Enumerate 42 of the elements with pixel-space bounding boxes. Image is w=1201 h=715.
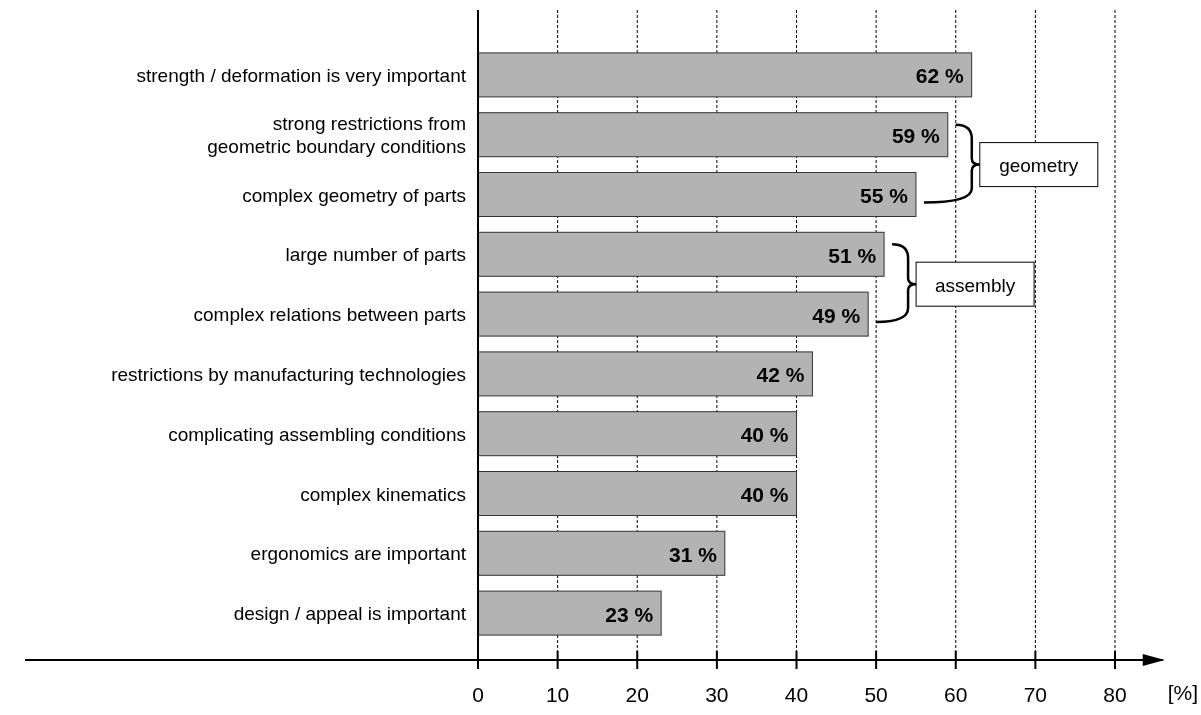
data-label: 62 %	[915, 64, 964, 88]
y-tick-label: strength / deformation is very important	[136, 64, 467, 86]
y-tick-label: complicating assembling conditions	[168, 423, 466, 445]
y-tick-label: complex relations between parts	[193, 303, 466, 325]
bar	[477, 172, 917, 217]
x-axis-title: [%]	[1167, 681, 1199, 704]
annotation: geometry	[999, 155, 1079, 177]
x-tick-label: 30	[705, 683, 729, 706]
data-label: 23 %	[605, 602, 654, 626]
data-label: 51 %	[828, 243, 877, 267]
bar	[477, 590, 662, 636]
data-label: 55 %	[860, 184, 909, 207]
data-label: 31 %	[668, 542, 718, 566]
y-tick-label: strong restrictions from geometric boundary conditions	[207, 112, 466, 157]
y-tick-label: design / appeal is important	[233, 602, 467, 624]
x-tick-label: 50	[864, 683, 888, 706]
bar	[477, 231, 885, 277]
bar	[477, 411, 797, 457]
data-label: 40 %	[740, 423, 789, 447]
data-label: 59 %	[891, 124, 941, 148]
bar	[477, 52, 973, 98]
annotation: assembly	[934, 274, 1016, 296]
y-tick-label: complex geometry of parts	[242, 184, 466, 205]
y-tick-label: restrictions by manufacturing technologies	[111, 363, 466, 385]
x-tick-label: 80	[1103, 683, 1127, 706]
x-tick-label: 60	[944, 683, 968, 706]
bar	[477, 291, 869, 337]
bar	[477, 471, 797, 516]
x-tick-label: 20	[625, 683, 649, 706]
bar	[477, 530, 726, 576]
data-label: 40 %	[740, 483, 789, 506]
bar	[477, 351, 813, 397]
data-label: 42 %	[756, 363, 805, 387]
x-tick-label: 0	[472, 683, 484, 706]
x-tick-label: 10	[545, 683, 570, 706]
x-tick-label: 40	[784, 683, 809, 706]
bar	[477, 112, 949, 158]
x-tick-label: 70	[1023, 683, 1048, 706]
y-tick-label: complex kinematics	[300, 483, 466, 504]
data-label: 49 %	[812, 303, 861, 327]
y-tick-label: large number of parts	[285, 243, 466, 265]
y-tick-label: ergonomics are important	[250, 542, 467, 564]
